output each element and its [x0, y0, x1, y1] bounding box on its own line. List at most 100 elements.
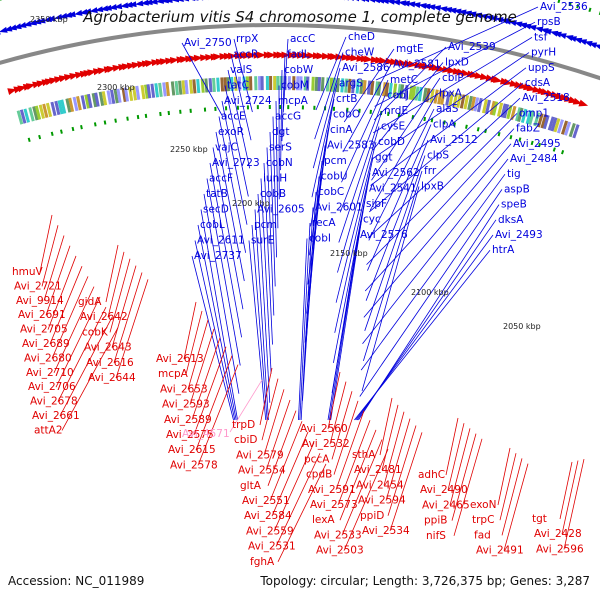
- gene-label-ched[interactable]: cheD: [348, 31, 375, 43]
- gene-label-avi-2539[interactable]: Avi_2539: [448, 41, 496, 53]
- gene-label-avi-2578[interactable]: Avi_2578: [170, 459, 218, 471]
- gene-label-cobn[interactable]: cobN: [266, 157, 293, 169]
- gene-label-pcm[interactable]: pcm: [324, 155, 347, 167]
- gene-label-acce[interactable]: accE: [221, 111, 246, 123]
- gene-label-omp1[interactable]: omp1: [519, 107, 549, 119]
- gene-label-secd[interactable]: secD: [203, 204, 229, 216]
- gene-label-ppib[interactable]: ppiB: [424, 515, 447, 527]
- gene-label-avi-2653[interactable]: Avi_2653: [160, 383, 208, 395]
- gene-label-avi-2644[interactable]: Avi_2644: [88, 372, 136, 384]
- gene-label-lexa[interactable]: lexA: [312, 514, 335, 526]
- gene-label-avi-2490[interactable]: Avi_2490: [420, 484, 468, 496]
- gene-label-args[interactable]: argS: [339, 78, 363, 90]
- gene-label-cbid[interactable]: cbiD: [234, 434, 257, 446]
- gene-label-avi-2611[interactable]: Avi_2611: [197, 235, 245, 247]
- gene-label-hmuv[interactable]: hmuV: [12, 266, 44, 278]
- gene-label-fabz[interactable]: fabZ: [516, 123, 540, 135]
- gene-label-avi-2596[interactable]: Avi_2596: [536, 543, 584, 555]
- gene-label-avi-2680[interactable]: Avi_2680: [24, 352, 72, 364]
- gene-label-fad[interactable]: fad: [474, 529, 491, 541]
- gene-label-avi-2465[interactable]: Avi_2465: [422, 499, 470, 511]
- gene-label-cobw[interactable]: cobW: [284, 64, 314, 76]
- gene-label-tsf[interactable]: tsf: [534, 31, 548, 43]
- gene-label-fgha[interactable]: fghA: [250, 556, 275, 568]
- gene-label-avi-2575[interactable]: Avi_2575: [166, 429, 214, 441]
- gene-label-accr[interactable]: accR: [233, 49, 258, 61]
- gene-label-avi-2705[interactable]: Avi_2705: [20, 324, 68, 336]
- gene-label-chew[interactable]: cheW: [345, 47, 375, 59]
- gene-label-pyrh[interactable]: pyrH: [531, 47, 556, 59]
- gene-label-dksa[interactable]: dksA: [498, 214, 524, 226]
- gene-label-cina[interactable]: cinA: [330, 124, 353, 136]
- gene-label-ppid[interactable]: ppiD: [360, 510, 384, 522]
- gene-label-avi-2554[interactable]: Avi_2554: [238, 465, 286, 477]
- gene-label-avi-2481[interactable]: Avi_2481: [354, 464, 402, 476]
- gene-label-cpdb[interactable]: cpdB: [306, 469, 332, 481]
- gene-label-accg[interactable]: accG: [275, 111, 301, 123]
- gene-label-avi-2495[interactable]: Avi_2495: [513, 138, 561, 150]
- gene-label-accc[interactable]: accC: [290, 33, 315, 45]
- gene-label-avi-2534[interactable]: Avi_2534: [362, 525, 410, 537]
- gene-label-avi-2562[interactable]: Avi_2562: [372, 167, 420, 179]
- gene-label-avi-2710[interactable]: Avi_2710: [26, 367, 74, 379]
- gene-label-trpd[interactable]: trpD: [232, 419, 255, 431]
- gene-label-stha[interactable]: sthA: [352, 449, 376, 461]
- gene-label-cyc[interactable]: cyc: [363, 214, 381, 226]
- gene-label-avi-2594[interactable]: Avi_2594: [358, 495, 406, 507]
- gene-label-pcm[interactable]: pcm: [254, 219, 277, 231]
- gene-label-avi-2721[interactable]: Avi_2721: [14, 280, 62, 292]
- gene-label-clps[interactable]: clpS: [427, 150, 449, 162]
- gene-label-metc[interactable]: metC: [390, 74, 418, 86]
- gene-label-upps[interactable]: uppS: [528, 62, 555, 74]
- gene-label-avi-2560[interactable]: Avi_2560: [300, 423, 348, 435]
- gene-label-sers[interactable]: serS: [269, 142, 292, 154]
- gene-label-fadl[interactable]: fadL: [287, 49, 310, 61]
- gene-label-avi-2532[interactable]: Avi_2532: [302, 438, 350, 450]
- gene-label-htra[interactable]: htrA: [492, 244, 515, 256]
- gene-label-trpc[interactable]: trpC: [472, 514, 494, 526]
- gene-label-avi-2706[interactable]: Avi_2706: [28, 381, 76, 393]
- gene-label-cyse[interactable]: cysE: [381, 121, 405, 133]
- gene-label-avi-2678[interactable]: Avi_2678: [30, 396, 78, 408]
- gene-label-vajc[interactable]: vajC: [215, 142, 238, 154]
- gene-label-avi-2551[interactable]: Avi_2551: [242, 495, 290, 507]
- gene-label-dgt[interactable]: dgt: [272, 126, 289, 138]
- gene-label-avi-2454[interactable]: Avi_2454: [356, 479, 404, 491]
- gene-label-avi-2518[interactable]: Avi_2518: [522, 92, 570, 104]
- gene-label-avi-2533[interactable]: Avi_2533: [314, 529, 362, 541]
- gene-label-cobd[interactable]: cobD: [378, 136, 405, 148]
- gene-label-alas[interactable]: alaS: [436, 103, 459, 115]
- gene-label-cobb[interactable]: cobB: [260, 188, 286, 200]
- gene-label-cobj[interactable]: cobJ: [387, 90, 409, 102]
- gene-label-mgte[interactable]: mgtE: [396, 43, 424, 55]
- gene-label-avi-2661[interactable]: Avi_2661: [32, 410, 80, 422]
- gene-label-mcpa[interactable]: mcpA: [158, 368, 189, 380]
- gene-label-avi-2689[interactable]: Avi_2689: [22, 338, 70, 350]
- gene-label-adhc[interactable]: adhC: [418, 469, 445, 481]
- gene-label-atta2[interactable]: attA2: [34, 424, 63, 436]
- gene-label-avi-2484[interactable]: Avi_2484: [510, 153, 558, 165]
- gene-label-iunh[interactable]: iunH: [263, 173, 287, 185]
- gene-label-avi-2576[interactable]: Avi_2576: [360, 229, 408, 241]
- gene-label-avi-4571[interactable]: Avi_4571: [182, 428, 230, 440]
- gene-label-avi-2616[interactable]: Avi_2616: [86, 357, 134, 369]
- gene-label-frr[interactable]: frr: [424, 165, 437, 177]
- gene-label-avi-2541[interactable]: Avi_2541: [369, 183, 417, 195]
- gene-label-cobl[interactable]: cobL: [200, 219, 225, 231]
- gene-label-vals[interactable]: valS: [230, 64, 253, 76]
- gene-label-avi-2613[interactable]: Avi_2613: [156, 353, 204, 365]
- gene-label-nifs[interactable]: nifS: [426, 530, 446, 542]
- gene-label-exor[interactable]: exoR: [218, 126, 244, 138]
- gene-label-avi-2601[interactable]: Avi_2601: [315, 202, 363, 214]
- gene-label-avi-2724[interactable]: Avi_2724: [224, 95, 272, 107]
- gene-label-sure[interactable]: surE: [251, 235, 274, 247]
- gene-label-avi-2691[interactable]: Avi_2691: [18, 309, 66, 321]
- gene-label-cobc[interactable]: cobC: [318, 186, 344, 198]
- gene-label-ggt[interactable]: ggt: [375, 152, 392, 164]
- gene-label-rrpx[interactable]: rrpX: [236, 33, 258, 45]
- gene-label-avi-2586[interactable]: Avi_2586: [342, 62, 390, 74]
- gene-label-avi-2589[interactable]: Avi_2589: [164, 414, 212, 426]
- gene-label-avi-2503[interactable]: Avi_2503: [316, 545, 364, 557]
- gene-label-lpxa[interactable]: lpxA: [439, 88, 463, 100]
- gene-label-rpsb[interactable]: rpsB: [537, 16, 561, 28]
